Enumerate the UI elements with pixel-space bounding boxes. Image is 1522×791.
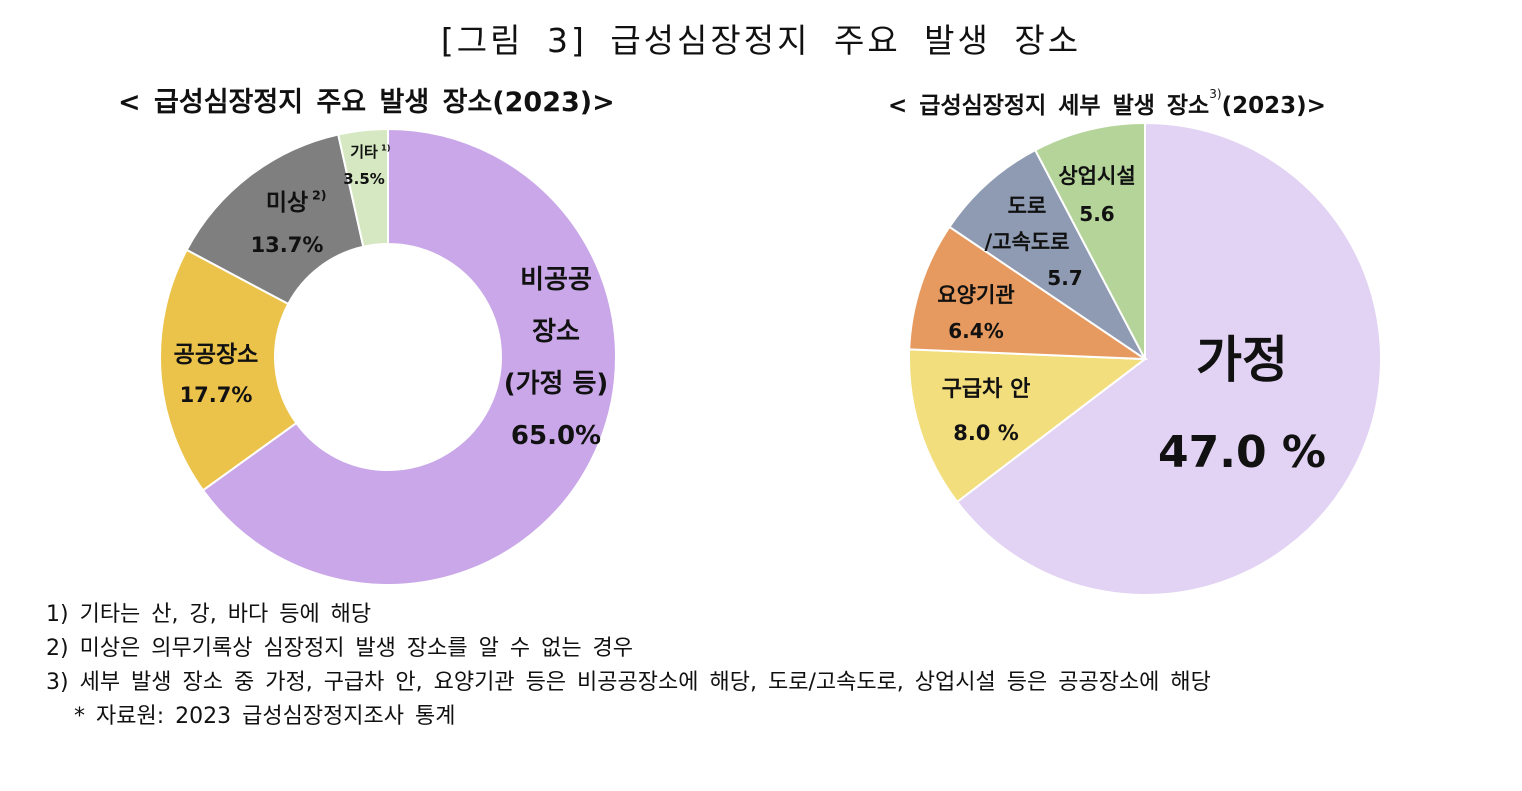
donut-label-0-line-1: 장소 xyxy=(532,317,580,347)
donut-label-3-footnote: 1) xyxy=(381,142,391,152)
donut-value-3: 3.5% xyxy=(343,170,385,188)
donut-chart-title: < 급성심장정지 주요 발생 장소(2023)> xyxy=(118,87,615,118)
pie-chart-title: < 급성심장정지 세부 발생 장소3)(2023)> xyxy=(888,86,1326,120)
donut-slice-3 xyxy=(337,127,389,248)
donut-slice-2 xyxy=(185,133,365,306)
donut-label-0-line-0: 비공공 xyxy=(520,265,592,295)
pie-chart-title-text: < 급성심장정지 세부 발생 장소 xyxy=(888,93,1210,119)
pie-label-3-line-0: 도로 xyxy=(1008,194,1047,218)
donut-value-2: 13.7% xyxy=(251,233,324,257)
pie-chart-title-year: (2023)> xyxy=(1221,93,1326,119)
footnote-1: 1) 기타는 산, 강, 바다 등에 해당 xyxy=(46,602,372,627)
footnotes: 1) 기타는 산, 강, 바다 등에 해당 2) 미상은 의무기록상 심장정지 … xyxy=(46,598,1211,734)
pie-slice-4 xyxy=(1033,121,1146,360)
footnote-2: 2) 미상은 의무기록상 심장정지 발생 장소를 알 수 없는 경우 xyxy=(46,636,634,661)
donut-label-1-line-0: 공공장소 xyxy=(174,342,259,368)
pie-label-1-line-0: 구급차 안 xyxy=(942,377,1031,402)
footnote-3: 3) 세부 발생 장소 중 가정, 구급차 안, 요양기관 등은 비공공장소에 … xyxy=(46,670,1211,695)
pie-value-4: 5.6 xyxy=(1079,202,1114,226)
pie-label-3-line-1: /고속도로 xyxy=(985,230,1070,254)
pie-value-1: 8.0 % xyxy=(953,421,1019,445)
figure-title: [그림 3] 급성심장정지 주요 발생 장소 xyxy=(440,21,1082,60)
pie-value-0: 47.0 % xyxy=(1158,427,1326,478)
pie-slice-2 xyxy=(908,225,1149,361)
pie-slice-0 xyxy=(955,121,1382,596)
donut-label-2-footnote: 2) xyxy=(312,188,327,203)
donut-label-3-line-0: 기타 xyxy=(350,143,378,161)
pie-label-4-line-0: 상업시설 xyxy=(1058,164,1135,188)
pie-label-0-line-0: 가정 xyxy=(1196,331,1288,389)
pie-slice-3 xyxy=(948,148,1146,360)
donut-label-2-line-0: 미상 xyxy=(266,190,308,216)
donut-value-0: 65.0% xyxy=(511,421,601,451)
pie-value-3: 5.7 xyxy=(1047,266,1082,290)
pie-value-2: 6.4% xyxy=(948,319,1003,343)
pie-chart-title-footnote: 3) xyxy=(1209,87,1222,102)
pie-slice-1 xyxy=(908,348,1148,504)
donut-value-1: 17.7% xyxy=(180,383,253,407)
donut-label-0-line-2: (가정 등) xyxy=(504,369,609,399)
pie-label-2-line-0: 요양기관 xyxy=(937,283,1014,307)
charts-canvas: 비공공장소 (가정 등) 65.0% 공공장소 17.7% 미상 2) 13.7% 기타 1) 3.… xyxy=(159,121,1382,596)
donut-slice-1 xyxy=(159,248,298,492)
source-note: * 자료원: 2023 급성심장정지조사 통계 xyxy=(74,704,456,729)
donut-slice-0 xyxy=(201,127,617,586)
